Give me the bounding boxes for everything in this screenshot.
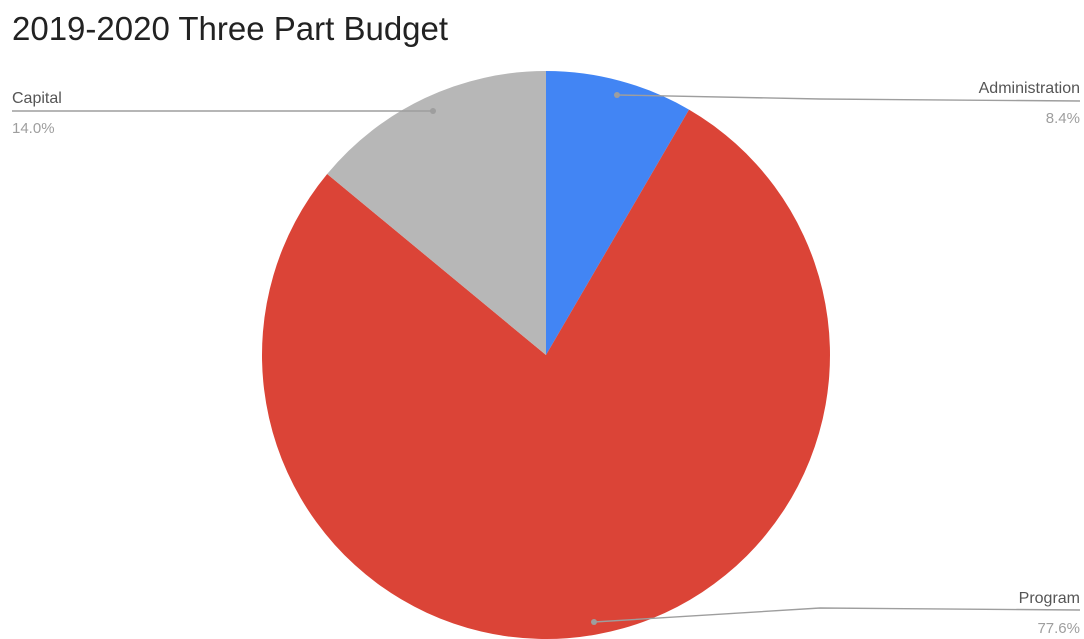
slice-percent-administration: 8.4% <box>1046 110 1080 127</box>
leader-line-administration <box>616 94 1081 102</box>
pie-slice-capital <box>327 71 546 355</box>
pie-slice-administration <box>546 71 690 355</box>
leader-dot-capital <box>430 108 436 114</box>
chart-title: 2019-2020 Three Part Budget <box>12 10 448 47</box>
slice-label-administration: Administration <box>979 80 1080 97</box>
slice-labels: Administration 8.4% Program 77.6% Capital 14.… <box>12 80 1081 637</box>
pie-slice-program <box>261 109 830 639</box>
leader-dot-administration <box>614 92 620 98</box>
slice-label-capital: Capital <box>12 90 62 107</box>
slice-percent-capital: 14.0% <box>12 120 55 137</box>
leader-dot-program <box>591 619 597 625</box>
slice-percent-program: 77.6% <box>1037 620 1080 637</box>
leader-line-program <box>593 607 1081 623</box>
slice-label-program: Program <box>1019 590 1080 607</box>
pie-slices <box>261 71 830 639</box>
